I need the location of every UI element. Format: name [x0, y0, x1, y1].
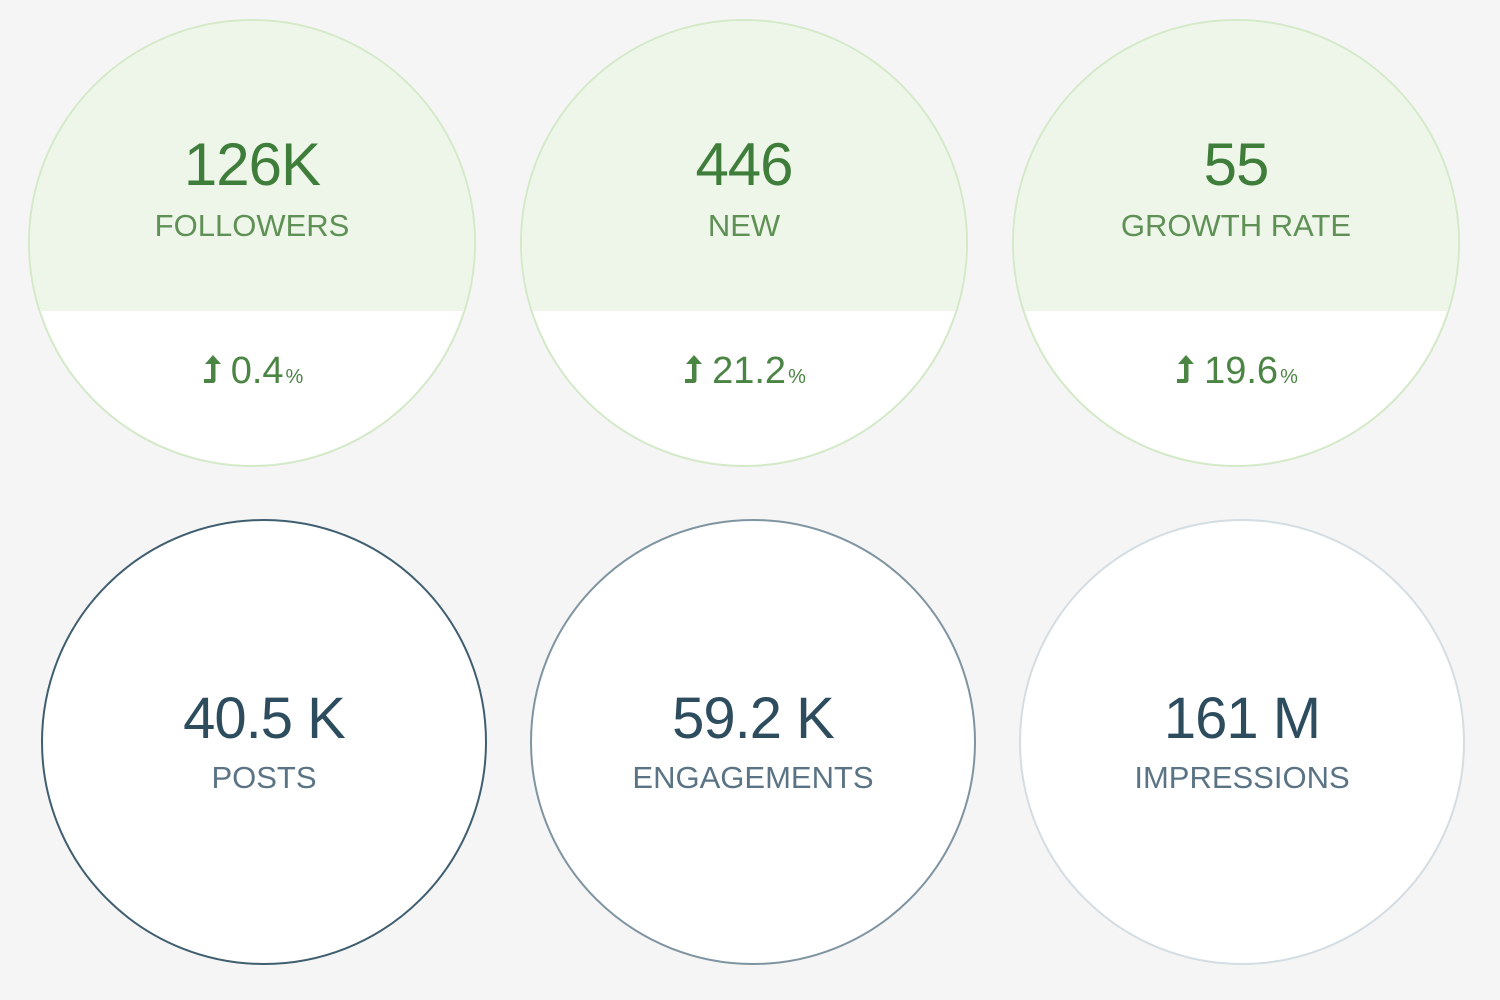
stat-card-header	[1014, 21, 1458, 311]
stat-value: 446	[695, 131, 793, 198]
engagements-stat-card: 59.2 K ENGAGEMENTS	[530, 519, 976, 965]
growth-rate-stat-card: 55 GROWTH RATE 19.6%	[1012, 19, 1460, 467]
stat-change-value: 19.6	[1204, 350, 1279, 392]
stat-card-header	[522, 21, 966, 311]
stat-change-unit: %	[285, 366, 304, 388]
arrow-up-icon	[682, 353, 704, 390]
stat-label: FOLLOWERS	[154, 208, 350, 243]
impressions-stat-card: 161 M IMPRESSIONS	[1019, 519, 1465, 965]
posts-stat-card: 40.5 K POSTS	[41, 519, 487, 965]
stat-change: 21.2%	[522, 349, 966, 393]
stat-label: POSTS	[211, 760, 317, 795]
stat-label: ENGAGEMENTS	[632, 760, 874, 795]
stat-change-unit: %	[1280, 366, 1298, 388]
stat-change-unit: %	[788, 366, 806, 388]
stat-change-value: 21.2	[712, 350, 787, 392]
stat-label: NEW	[707, 208, 781, 243]
arrow-up-icon	[201, 353, 223, 390]
stat-change: 0.4%	[30, 349, 474, 393]
stat-card-header	[30, 21, 474, 311]
stat-value: 161 M	[1163, 686, 1321, 751]
stat-value: 55	[1203, 131, 1270, 198]
stat-change: 19.6%	[1014, 349, 1458, 393]
arrow-up-icon	[1174, 353, 1196, 390]
stat-label: IMPRESSIONS	[1134, 760, 1350, 795]
stat-value: 126K	[183, 131, 321, 198]
stat-value: 59.2 K	[672, 686, 835, 751]
stat-change-value: 0.4	[230, 350, 284, 392]
stat-label: GROWTH RATE	[1120, 208, 1352, 243]
stat-value: 40.5 K	[183, 686, 346, 751]
followers-stat-card: 126K FOLLOWERS 0.4%	[28, 19, 476, 467]
new-stat-card: 446 NEW 21.2%	[520, 19, 968, 467]
